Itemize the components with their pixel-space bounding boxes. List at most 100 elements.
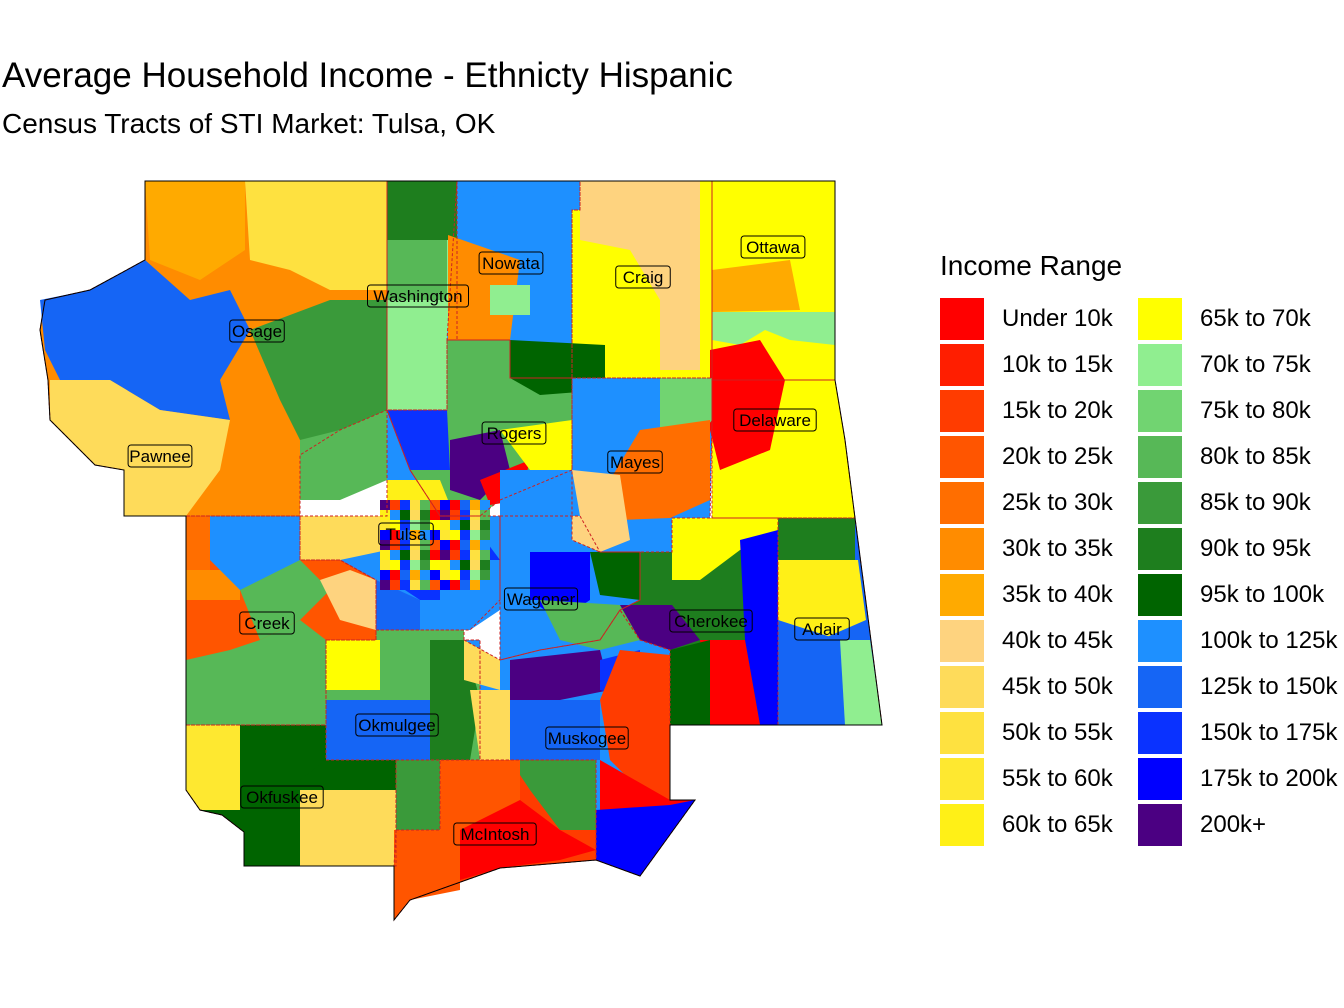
legend-swatch xyxy=(940,666,984,708)
census-tract xyxy=(430,540,440,550)
county-label-adair: Adair xyxy=(794,617,850,641)
census-tract xyxy=(380,640,430,700)
census-tract xyxy=(500,470,580,516)
census-tract xyxy=(400,580,410,590)
legend-swatch xyxy=(1138,298,1182,340)
census-tract xyxy=(490,285,530,315)
legend-item: 200k+ xyxy=(1138,802,1336,848)
census-tract xyxy=(480,510,490,520)
census-tract xyxy=(380,510,390,520)
census-tract-map: Washington Nowata Craig Ottawa Osage Pawnee Ro… xyxy=(39,180,883,922)
svg-text:Okfuskee: Okfuskee xyxy=(246,788,318,807)
legend-label: 95k to 100k xyxy=(1200,581,1325,608)
county-label-washington: Washington xyxy=(367,284,469,308)
county-label-ottawa: Ottawa xyxy=(740,235,806,259)
legend-label: 50k to 55k xyxy=(1002,719,1113,746)
legend-label: 15k to 20k xyxy=(1002,397,1113,424)
county-label-mcintosh: McIntosh xyxy=(453,822,537,846)
census-tract xyxy=(430,510,440,520)
census-tract xyxy=(460,580,470,590)
census-tract xyxy=(840,640,882,725)
census-tract xyxy=(500,600,540,660)
legend-swatch xyxy=(940,482,984,524)
county-label-delaware: Delaware xyxy=(733,408,817,432)
legend-label: 100k to 125k xyxy=(1200,627,1338,654)
legend-label: 85k to 90k xyxy=(1200,489,1311,516)
census-tract xyxy=(410,520,420,530)
census-tract xyxy=(186,725,240,810)
census-tract xyxy=(390,580,400,590)
census-tract xyxy=(700,640,760,725)
census-tract xyxy=(440,560,450,570)
census-tract xyxy=(450,570,460,580)
svg-text:Cherokee: Cherokee xyxy=(674,612,748,631)
census-tract xyxy=(510,760,596,830)
census-tract xyxy=(450,530,460,540)
census-tract xyxy=(440,540,450,550)
census-tract xyxy=(430,520,440,530)
census-tract xyxy=(430,560,440,570)
legend-swatch xyxy=(1138,528,1182,570)
svg-text:Pawnee: Pawnee xyxy=(129,447,190,466)
census-tract xyxy=(50,380,230,516)
census-tract xyxy=(420,550,430,560)
legend-label: 45k to 50k xyxy=(1002,673,1113,700)
legend-swatch xyxy=(940,528,984,570)
census-tract xyxy=(410,500,420,510)
census-tract xyxy=(470,185,572,260)
county-label-nowata: Nowata xyxy=(478,251,544,275)
census-tract xyxy=(326,640,380,690)
legend-swatch xyxy=(1138,574,1182,616)
legend-item: 85k to 90k xyxy=(1138,480,1336,526)
county-label-craig: Craig xyxy=(615,265,671,289)
census-tract xyxy=(410,550,420,560)
census-tract xyxy=(186,570,240,600)
census-tract xyxy=(590,552,640,600)
legend-swatch xyxy=(940,298,984,340)
svg-text:Creek: Creek xyxy=(244,614,290,633)
census-tract xyxy=(390,550,400,560)
census-tract xyxy=(387,181,457,240)
legend-label: 40k to 45k xyxy=(1002,627,1113,654)
legend-label: 90k to 95k xyxy=(1200,535,1311,562)
census-tract xyxy=(400,550,410,560)
svg-text:Mayes: Mayes xyxy=(610,453,660,472)
census-tract xyxy=(470,530,480,540)
county-label-tulsa: Tulsa xyxy=(378,522,434,546)
census-tract xyxy=(778,560,866,640)
census-tract xyxy=(710,340,785,470)
census-tract xyxy=(420,560,430,570)
census-tract xyxy=(420,500,430,510)
census-tract xyxy=(580,181,700,370)
county-label-mayes: Mayes xyxy=(607,450,663,474)
census-tract xyxy=(380,550,390,560)
county-border xyxy=(386,339,573,517)
svg-text:Rogers: Rogers xyxy=(487,424,542,443)
census-tract xyxy=(430,550,440,560)
census-tract xyxy=(480,520,490,530)
census-tract xyxy=(470,520,480,530)
census-tract xyxy=(480,530,490,540)
census-tract xyxy=(672,518,778,580)
legend-label: 55k to 60k xyxy=(1002,765,1113,792)
county-border xyxy=(185,515,377,726)
census-tract xyxy=(400,510,410,520)
census-tract xyxy=(430,570,440,580)
svg-text:Adair: Adair xyxy=(802,620,842,639)
legend-item: 125k to 150k xyxy=(1138,664,1337,710)
census-tract xyxy=(480,570,490,580)
census-tract xyxy=(400,500,410,510)
legend-item: 20k to 25k xyxy=(940,434,1138,480)
legend-label: 70k to 75k xyxy=(1200,351,1311,378)
legend-item: 70k to 75k xyxy=(1138,342,1336,388)
census-tract xyxy=(380,530,390,540)
census-tract xyxy=(320,570,376,630)
legend-swatch xyxy=(1138,390,1182,432)
census-tract xyxy=(326,700,430,760)
svg-text:Craig: Craig xyxy=(623,268,664,287)
county-label-okfuskee: Okfuskee xyxy=(240,785,324,809)
census-tract xyxy=(460,510,470,520)
legend-label: 35k to 40k xyxy=(1002,581,1113,608)
legend-swatch xyxy=(940,712,984,754)
census-tract xyxy=(712,312,835,345)
